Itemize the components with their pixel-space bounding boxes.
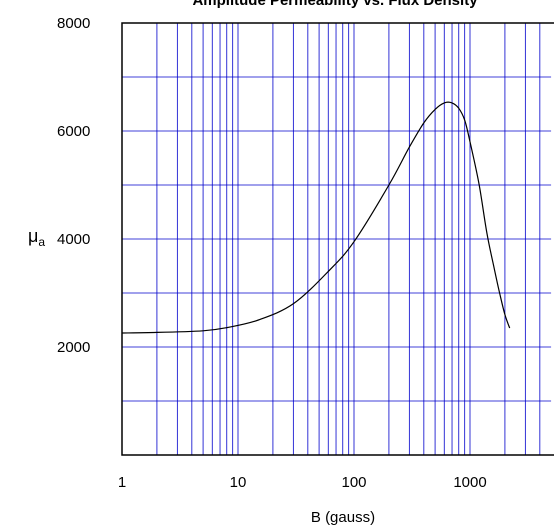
plot-area — [121, 22, 554, 456]
x-tick-label: 10 — [230, 474, 247, 491]
y-tick-label: 8000 — [57, 15, 90, 32]
y-axis-label: μa — [28, 226, 45, 249]
x-tick-labels: 1 10 100 1000 — [118, 474, 487, 491]
y-axis-label-main: μ — [28, 226, 38, 246]
y-tick-labels: 2000 4000 6000 8000 — [57, 15, 90, 356]
x-tick-label: 100 — [341, 474, 366, 491]
x-axis-label: B (gauss) — [311, 509, 375, 526]
y-tick-label: 6000 — [57, 123, 90, 140]
horizontal-gridlines — [122, 76, 552, 402]
y-tick-label: 4000 — [57, 231, 90, 248]
y-tick-label: 2000 — [57, 339, 90, 356]
x-tick-label: 1 — [118, 474, 126, 491]
x-tick-label: 1000 — [453, 474, 486, 491]
y-axis-label-sub: a — [38, 235, 45, 249]
chart-title: Amplitude Permeability vs. Flux Density — [192, 0, 478, 9]
series-line — [121, 101, 511, 334]
